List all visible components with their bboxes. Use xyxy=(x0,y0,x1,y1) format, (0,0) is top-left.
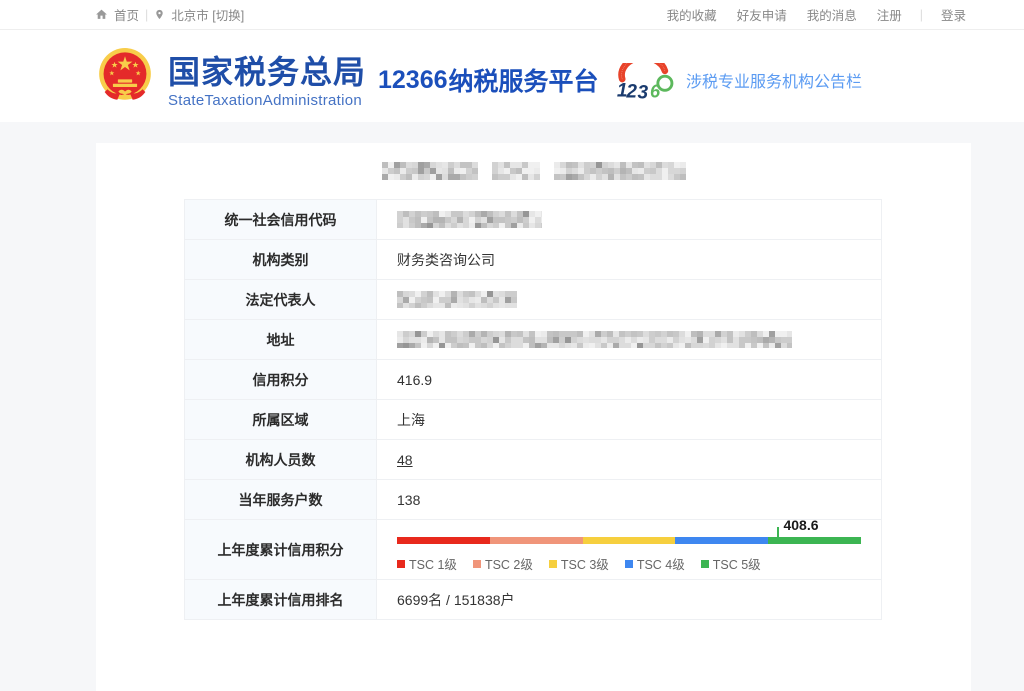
svg-text:纳税服务: 纳税服务 xyxy=(626,73,642,78)
svg-text:2: 2 xyxy=(625,82,637,101)
svg-text:1: 1 xyxy=(617,81,628,102)
svg-text:3: 3 xyxy=(638,83,649,101)
